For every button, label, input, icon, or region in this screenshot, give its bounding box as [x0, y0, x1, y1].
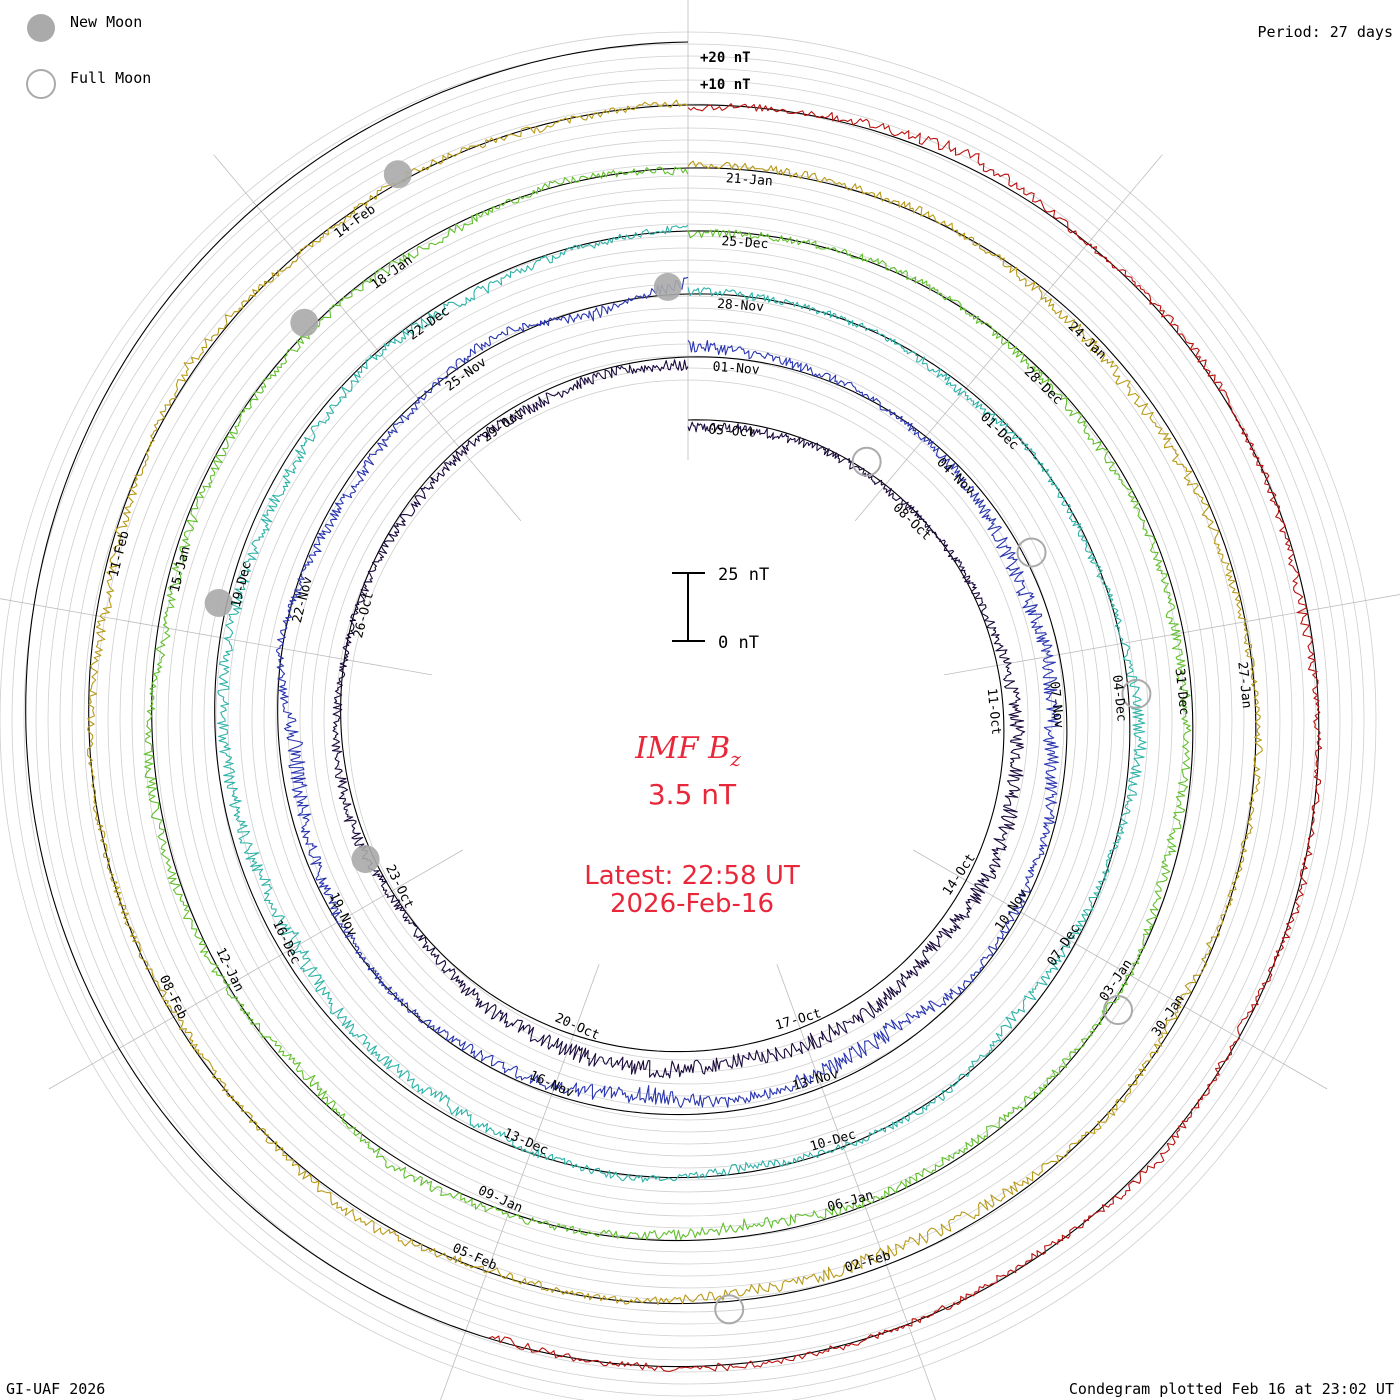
outer-tick-lower: +10 nT: [700, 77, 751, 93]
chart-title-subscript: z: [729, 747, 741, 771]
date-label: 24-Jan: [1065, 319, 1109, 362]
new-moon-marker: [653, 272, 682, 301]
date-label: 05-Feb: [450, 1241, 499, 1274]
date-label: 25-Dec: [721, 234, 769, 252]
grid-spoke: [854, 154, 1163, 522]
date-label: 20-Oct: [552, 1011, 601, 1044]
rotation-trace: [331, 359, 1026, 1079]
date-label: 13-Dec: [501, 1126, 550, 1159]
full-moon-marker: [851, 446, 882, 477]
grid-spoke: [0, 598, 433, 676]
chart-title-main: IMF B: [634, 731, 730, 766]
date-label: 23-Oct: [382, 863, 416, 912]
rotation-traces: [87, 99, 1323, 1372]
grid-spoke: [440, 964, 600, 1400]
full-moon-marker: [1121, 678, 1152, 709]
grid-spoke: [943, 594, 1400, 676]
date-label: 04-Dec: [1109, 674, 1129, 722]
full-moon-marker: [714, 1294, 745, 1325]
full-moon-legend-icon: [26, 69, 56, 99]
scale-bar-top-label: 25 nT: [718, 565, 769, 585]
grid-spoke: [912, 849, 1328, 1090]
date-label: 01-Nov: [712, 360, 760, 378]
full-moon-legend-label: Full Moon: [70, 69, 151, 87]
grid-ring: [335, 367, 1041, 1073]
period-label: Period: 27 days: [1258, 23, 1393, 41]
date-label: 08-Oct: [890, 500, 934, 543]
full-moon-marker: [1016, 537, 1047, 568]
grid-spoke: [48, 849, 464, 1090]
scale-bar-bottom-label: 0 nT: [718, 633, 759, 653]
latest-date: 2026-Feb-16: [610, 889, 774, 919]
date-label: 28-Nov: [717, 297, 765, 315]
rotation-trace: [276, 276, 1060, 1108]
grid-spoke: [776, 964, 936, 1400]
outer-tick-upper: +20 nT: [700, 50, 751, 66]
scale-bar: 25 nT 0 nT: [672, 565, 769, 653]
rotation-trace: [143, 166, 1192, 1241]
date-label: 28-Dec: [1021, 364, 1065, 407]
date-label: 26-Oct: [351, 590, 377, 639]
date-label: 07-Nov: [1046, 681, 1066, 729]
date-label: 12-Jan: [212, 945, 246, 994]
credit-label: GI-UAF 2026: [6, 1380, 105, 1398]
new-moon-legend-label: New Moon: [70, 13, 142, 31]
rotation-trace: [87, 99, 1263, 1306]
date-label: 11-Oct: [984, 687, 1004, 735]
rotation-trace: [217, 224, 1147, 1183]
new-moon-marker: [351, 845, 380, 874]
date-label: 31-Dec: [1172, 668, 1192, 716]
new-moon-marker: [383, 160, 412, 189]
plotted-label: Condegram plotted Feb 16 at 23:02 UT: [1069, 1380, 1394, 1398]
rotation-trace: [488, 103, 1323, 1372]
new-moon-marker: [204, 588, 233, 617]
date-label: 05-Oct: [708, 423, 756, 441]
current-value: 3.5 nT: [648, 778, 737, 811]
date-label: 27-Jan: [1234, 661, 1254, 709]
new-moon-legend-icon: [27, 14, 55, 42]
new-moon-marker: [290, 308, 319, 337]
date-label: 11-Feb: [107, 529, 133, 578]
moon-markers: [204, 160, 1152, 1325]
date-label: 15-Jan: [168, 545, 194, 594]
date-label: 19-Dec: [229, 560, 255, 609]
latest-time: Latest: 22:58 UT: [584, 861, 800, 891]
date-label: 21-Jan: [725, 171, 773, 189]
full-moon-marker: [1103, 995, 1134, 1026]
date-labels: 05-Oct08-Oct11-Oct14-Oct17-Oct20-Oct23-O…: [107, 171, 1254, 1276]
chart-title: IMF Bz: [634, 731, 741, 771]
grid-spoke: [213, 154, 522, 522]
